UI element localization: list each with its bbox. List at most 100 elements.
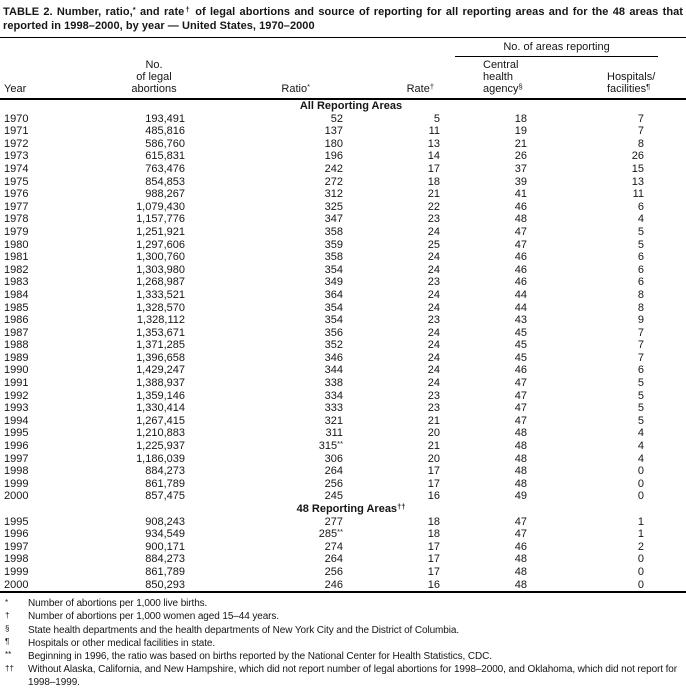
cell-central-health-agency: 44 xyxy=(514,288,527,301)
cell-hospitals-facilities: 8 xyxy=(637,137,645,150)
footnote-marker-sup: †† xyxy=(397,501,406,511)
cell-central-health-agency: 48 xyxy=(514,213,527,226)
table-row: 1995 1,210,883 311 20 48 4 xyxy=(0,427,686,440)
cell-rate: 20 xyxy=(427,427,440,440)
cell-abortions: 1,429,247 xyxy=(136,364,185,377)
cell-ratio: 277 xyxy=(324,515,343,528)
table-row: 1999 861,789 256 17 48 0 xyxy=(0,478,686,491)
col-header-year: Year xyxy=(0,57,78,100)
cell-ratio: 52 xyxy=(330,112,343,125)
cell-abortions: 1,303,980 xyxy=(136,263,185,276)
table-row: 1990 1,429,247 344 24 46 6 xyxy=(0,364,686,377)
cell-abortions: 1,328,112 xyxy=(136,314,185,327)
cell-abortions: 763,476 xyxy=(145,162,185,175)
cell-rate: 5 xyxy=(433,112,440,125)
cell-year: 1995 xyxy=(4,515,29,528)
cell-central-health-agency: 47 xyxy=(514,528,527,541)
table-row: 1986 1,328,112 354 23 43 9 xyxy=(0,314,686,327)
cell-hospitals-facilities: 5 xyxy=(637,225,645,238)
cell-year: 1997 xyxy=(4,540,29,553)
cell-year: 1979 xyxy=(4,225,29,238)
footnote-marker: ** xyxy=(5,650,12,660)
cell-abortions: 884,273 xyxy=(145,553,185,566)
footnote-text: Hospitals or other medical facilities in… xyxy=(28,637,216,649)
group-header-row: No. of areas reporting xyxy=(0,38,686,57)
cell-year: 1998 xyxy=(4,553,29,566)
cell-hospitals-facilities: 6 xyxy=(637,364,645,377)
cell-central-health-agency: 48 xyxy=(514,553,527,566)
cell-abortions: 1,157,776 xyxy=(136,213,185,226)
cell-year: 1996 xyxy=(4,528,29,541)
table-row: 1978 1,157,776 347 23 48 4 xyxy=(0,213,686,226)
cell-ratio: 354 xyxy=(324,314,343,327)
table-row: 1989 1,396,658 346 24 45 7 xyxy=(0,352,686,365)
cell-hospitals-facilities: 5 xyxy=(637,389,645,402)
cell-rate: 23 xyxy=(427,213,440,226)
cell-hospitals-facilities: 26 xyxy=(631,150,645,163)
footnote: † Number of abortions per 1,000 women age… xyxy=(4,610,682,623)
col-header-line: Year xyxy=(4,83,27,95)
cell-abortions: 1,371,285 xyxy=(136,339,185,352)
cell-ratio: 312 xyxy=(324,188,343,201)
cell-year: 1987 xyxy=(4,326,29,339)
cell-central-health-agency: 46 xyxy=(514,364,527,377)
cell-central-health-agency: 46 xyxy=(514,276,527,289)
cell-abortions: 1,333,521 xyxy=(136,288,185,301)
cell-year: 1988 xyxy=(4,339,29,352)
cell-central-health-agency: 45 xyxy=(514,339,527,352)
cell-abortions: 1,330,414 xyxy=(136,402,185,415)
cell-rate: 20 xyxy=(427,452,440,465)
cell-ratio: 137 xyxy=(324,125,343,138)
footnote: ¶ Hospitals or other medical facilities i… xyxy=(4,637,682,650)
cell-rate: 23 xyxy=(427,402,440,415)
cell-abortions: 861,789 xyxy=(145,565,185,578)
cell-central-health-agency: 37 xyxy=(514,162,527,175)
cell-year: 1991 xyxy=(4,377,29,390)
cell-abortions: 615,831 xyxy=(145,150,185,163)
cell-ratio: 272 xyxy=(324,175,343,188)
cell-year: 1978 xyxy=(4,213,29,226)
cell-year: 1984 xyxy=(4,288,29,301)
cell-rate: 25 xyxy=(427,238,440,251)
cell-hospitals-facilities: 0 xyxy=(637,490,645,503)
col-header-line: Ratio* xyxy=(281,81,310,95)
col-header-no-of-legal-abortions: No. of legal abortions xyxy=(78,57,190,100)
section-label: 48 Reporting Areas†† xyxy=(296,501,406,515)
cell-year: 1998 xyxy=(4,465,29,478)
cell-year: 1983 xyxy=(4,276,29,289)
cell-abortions: 1,396,658 xyxy=(136,351,185,364)
cell-hospitals-facilities: 6 xyxy=(637,276,645,289)
cell-rate: 17 xyxy=(427,553,440,566)
cell-year: 2000 xyxy=(4,578,29,591)
cell-rate: 23 xyxy=(427,314,440,327)
cell-central-health-agency: 47 xyxy=(514,414,527,427)
cell-central-health-agency: 48 xyxy=(514,578,527,591)
cell-year: 1989 xyxy=(4,351,29,364)
footnote-marker-sup: † xyxy=(429,81,434,91)
cell-central-health-agency: 46 xyxy=(514,540,527,553)
footnote: ** Beginning in 1996, the ratio was based… xyxy=(4,650,682,663)
cell-year: 1975 xyxy=(4,175,29,188)
table-row: 1971 485,816 137 11 19 7 xyxy=(0,125,686,138)
cell-hospitals-facilities: 11 xyxy=(632,188,645,201)
footnote-text: Number of abortions per 1,000 women aged… xyxy=(28,611,279,623)
cell-central-health-agency: 48 xyxy=(514,427,527,440)
table-row: 1998 884,273 264 17 48 0 xyxy=(0,465,686,478)
cell-ratio: 245 xyxy=(324,490,343,503)
cell-abortions: 861,789 xyxy=(145,477,185,490)
col-header-central-health-agency: Central health agency§ xyxy=(444,57,535,100)
table-row: 1992 1,359,146 334 23 47 5 xyxy=(0,390,686,403)
cell-central-health-agency: 21 xyxy=(514,137,527,150)
cell-rate: 24 xyxy=(427,339,440,352)
cell-year: 1973 xyxy=(4,150,29,163)
cell-rate: 18 xyxy=(427,515,440,528)
cell-year: 1999 xyxy=(4,565,29,578)
cell-ratio: 285** xyxy=(318,526,343,541)
footnotes: * Number of abortions per 1,000 live birt… xyxy=(0,593,686,689)
cell-hospitals-facilities: 15 xyxy=(631,162,645,175)
table-row: 1996 1,225,937 315** 21 48 4 xyxy=(0,439,686,453)
table-row: 1981 1,300,760 358 24 46 6 xyxy=(0,251,686,264)
cell-hospitals-facilities: 0 xyxy=(637,553,645,566)
cell-rate: 24 xyxy=(427,225,440,238)
